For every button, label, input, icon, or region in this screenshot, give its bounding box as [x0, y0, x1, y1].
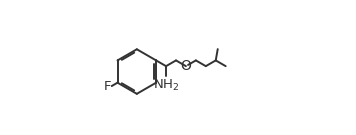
Text: NH$_2$: NH$_2$	[153, 78, 179, 93]
Text: O: O	[180, 59, 192, 73]
Text: F: F	[104, 80, 111, 93]
